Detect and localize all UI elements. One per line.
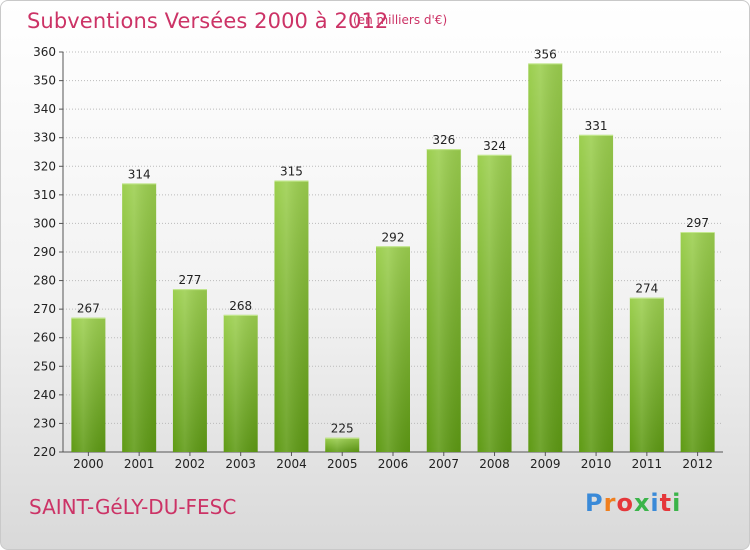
bar-shine-2005 (325, 437, 360, 452)
data-label: 324 (483, 139, 506, 153)
x-tick-label: 2012 (682, 457, 713, 471)
bar-shine-2010 (579, 134, 614, 452)
data-label: 292 (382, 230, 405, 244)
chart-title: Subventions Versées 2000 à 2012 (27, 9, 389, 33)
y-tick-label: 340 (33, 102, 56, 116)
y-tick-label: 300 (33, 216, 56, 230)
bar-shine-2000 (71, 317, 106, 452)
labels: 220 230 240 250 260 270 280 290 300 310 320 330 340 3… (33, 45, 713, 471)
bar-shine-2003 (223, 314, 258, 452)
data-label: 356 (534, 47, 557, 61)
data-label: 314 (128, 167, 151, 181)
y-tick-label: 320 (33, 159, 56, 173)
data-label: 268 (229, 299, 252, 313)
y-tick-label: 330 (33, 131, 56, 145)
data-label: 267 (77, 302, 100, 316)
data-label: 326 (432, 133, 455, 147)
bar-shine-2006 (376, 246, 410, 452)
bars (71, 63, 715, 453)
unit-note: (en milliers d'€) (353, 13, 448, 27)
x-tick-label: 2004 (276, 457, 307, 471)
x-tick-label: 2005 (327, 457, 358, 471)
x-tick-label: 2009 (530, 457, 561, 471)
x-tick-label: 2011 (632, 457, 663, 471)
y-tick-label: 280 (33, 274, 56, 288)
x-tick-label: 2007 (428, 457, 459, 471)
bar-shine-2002 (172, 289, 207, 452)
y-tick-label: 360 (33, 45, 56, 59)
y-tick-label: 260 (33, 331, 56, 345)
data-label: 315 (280, 165, 303, 179)
data-label: 277 (178, 273, 201, 287)
y-tick-label: 250 (33, 359, 56, 373)
x-tick-label: 2006 (378, 457, 409, 471)
x-tick-label: 2003 (225, 457, 256, 471)
x-tick-label: 2001 (124, 457, 155, 471)
x-tick-label: 2002 (175, 457, 206, 471)
commune-name: SAINT-GéLY-DU-FESC (29, 495, 237, 519)
y-tick-label: 270 (33, 302, 56, 316)
bar-shine-2011 (629, 297, 664, 452)
data-label: 274 (635, 282, 658, 296)
proxiti-logo[interactable]: Proxiti (585, 489, 682, 517)
data-label: 297 (686, 216, 709, 230)
bar-shine-2007 (426, 149, 461, 452)
bar-shine-2009 (528, 63, 563, 453)
x-tick-label: 2010 (581, 457, 612, 471)
bar-shine-2001 (122, 183, 157, 452)
bar-shine-2012 (680, 232, 715, 452)
y-tick-label: 310 (33, 188, 56, 202)
y-tick-label: 290 (33, 245, 56, 259)
y-tick-label: 230 (33, 416, 56, 430)
y-tick-label: 350 (33, 74, 56, 88)
bar-shine-2004 (274, 180, 309, 453)
bar-shine-2008 (477, 154, 512, 452)
x-tick-label: 2008 (479, 457, 510, 471)
x-tick-label: 2000 (73, 457, 104, 471)
data-label: 225 (331, 422, 354, 436)
data-label: 331 (585, 119, 608, 133)
y-tick-label: 220 (33, 445, 56, 459)
y-tick-label: 240 (33, 388, 56, 402)
